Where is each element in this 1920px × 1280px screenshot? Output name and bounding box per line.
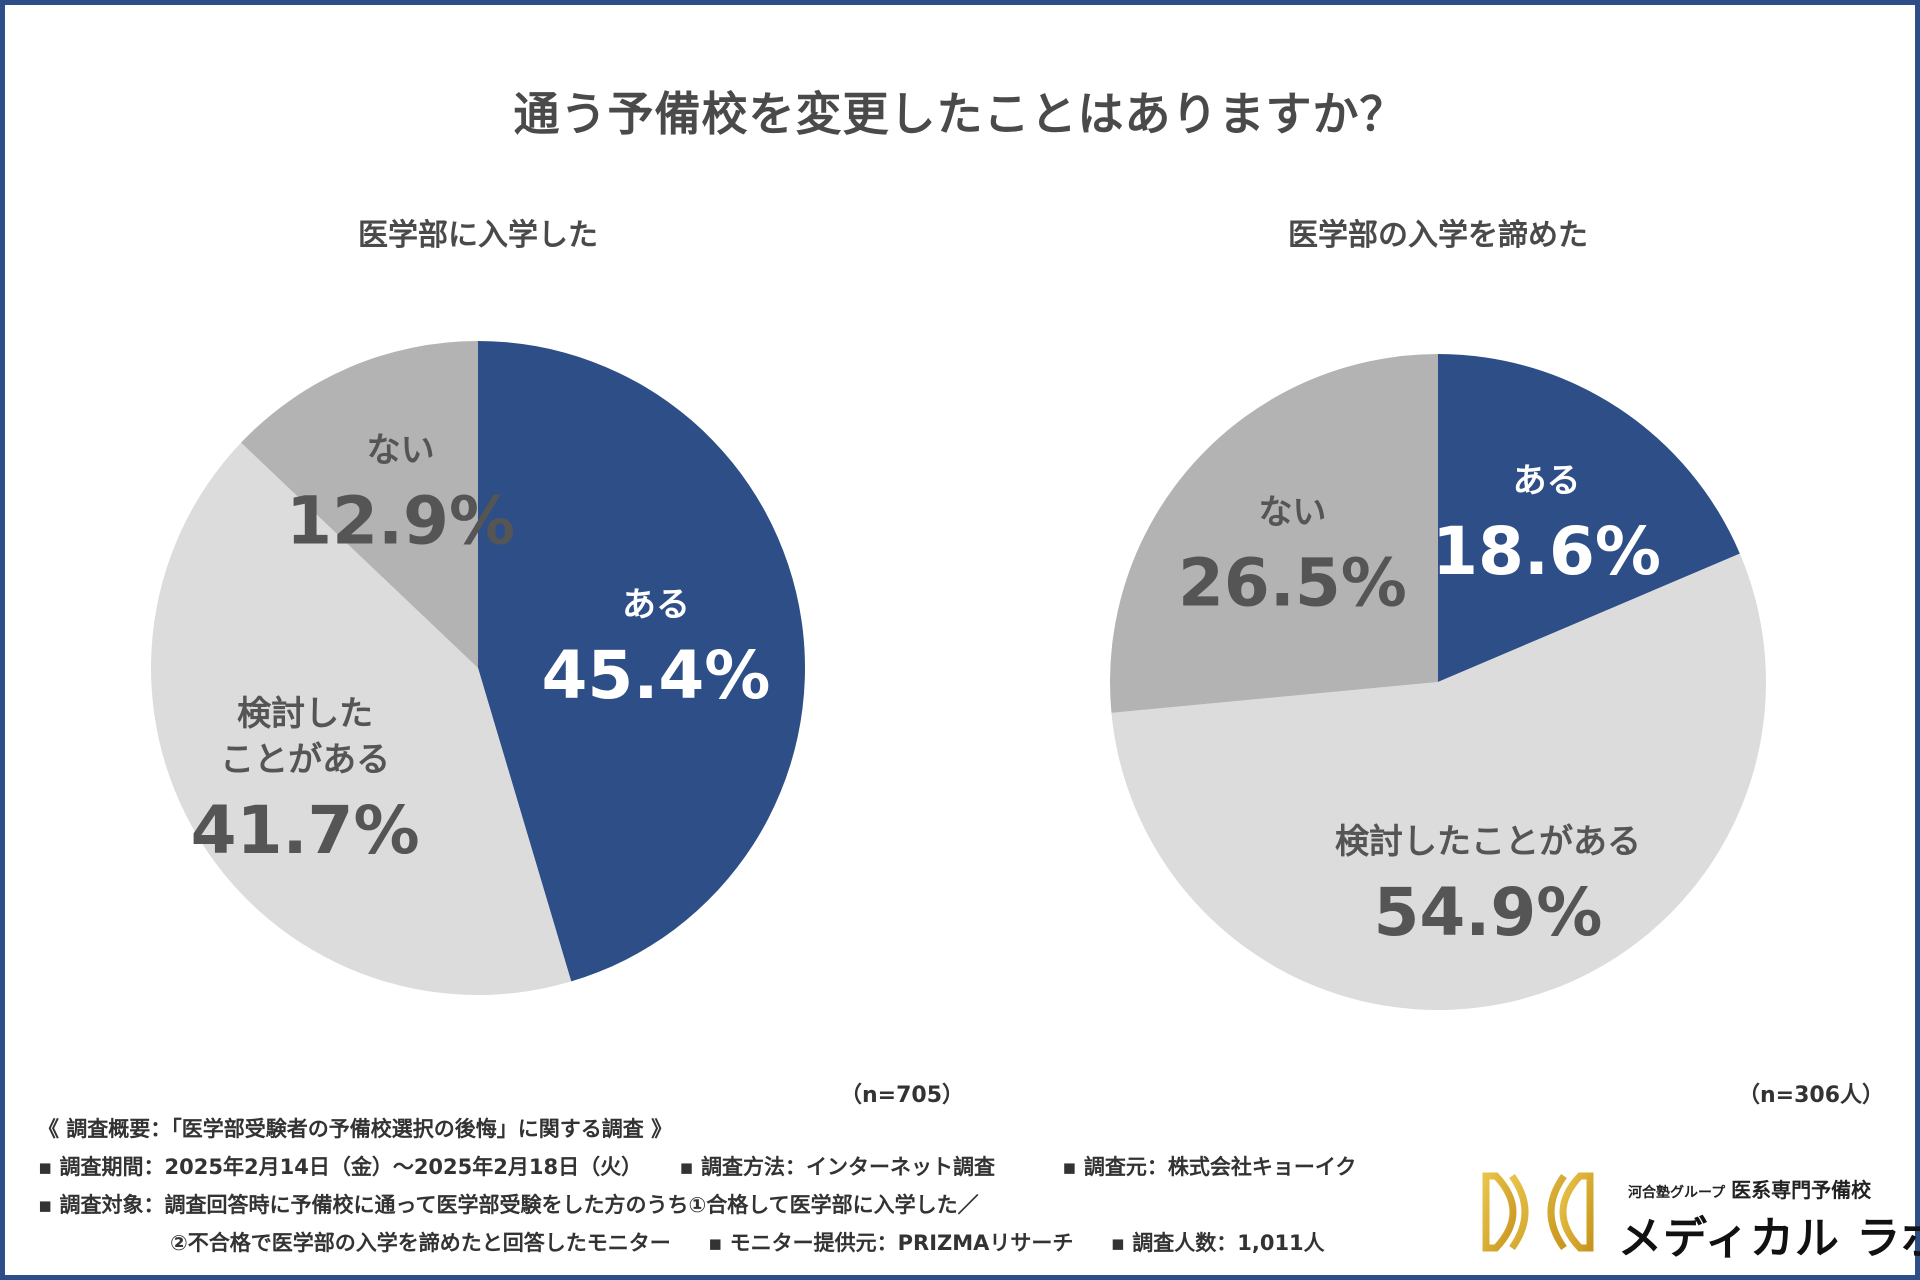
- note-method: ▪ 調査方法：インターネット調査: [679, 1155, 995, 1179]
- note-target-2: ②不合格で医学部の入学を諦めたと回答したモニター: [170, 1231, 671, 1255]
- logo-group: 河合塾グループ: [1628, 1185, 1726, 1201]
- pie-right-slice-0: [1438, 354, 1740, 682]
- note-overview: 《 調査概要：「医学部受験者の予備校選択の後悔」に関する調査 》: [38, 1117, 673, 1141]
- logo-name: メディカル ラボ: [1618, 1213, 1920, 1264]
- note-period: ▪ 調査期間：2025年2月14日（金）〜2025年2月18日（火）: [38, 1155, 643, 1179]
- sample-size-left: （n=705）: [840, 1083, 965, 1108]
- pie-right-slice-1-name: 検討したことがある: [1335, 822, 1641, 862]
- brand-logo: 河合塾グループ 医系専門予備校 メディカル ラボ: [1478, 1168, 1920, 1264]
- pie-left-slice-2-value: 12.9%: [286, 483, 515, 560]
- pie-left-slice-0-value: 45.4%: [541, 637, 770, 714]
- pie-left-slice-2-name: ない: [367, 431, 435, 471]
- logo-mark-icon: [1482, 1172, 1594, 1252]
- note-target-1: ▪ 調査対象：調査回答時に予備校に通って医学部受験をした方のうち①合格して医学部…: [38, 1193, 979, 1217]
- pie-left-slice-1-name-0: 検討した: [237, 694, 373, 734]
- note-row-3: ②不合格で医学部の入学を諦めたと回答したモニター ▪ モニター提供元：PRIZM…: [38, 1224, 1438, 1262]
- pie-right-slice-0-name: ある: [1513, 461, 1581, 501]
- pie-left-slice-1-value: 41.7%: [191, 792, 420, 869]
- pie-left-slice-1-name-1: ことがある: [220, 740, 390, 780]
- pie-right-slice-0-value: 18.6%: [1432, 513, 1661, 590]
- note-row-1: ▪ 調査期間：2025年2月14日（金）〜2025年2月18日（火） ▪ 調査方…: [38, 1148, 1438, 1186]
- pie-left-slice-0: [478, 341, 806, 982]
- pie-right-slice-2-name: ない: [1258, 493, 1326, 533]
- pie-right-slice-2-value: 26.5%: [1178, 545, 1407, 622]
- pie-right-slice-2: [1110, 354, 1438, 713]
- pie-left-slice-1: [150, 442, 572, 995]
- chart-title-left: 医学部に入学した: [358, 218, 598, 253]
- logo-group-line: 河合塾グループ 医系専門予備校: [1628, 1174, 1871, 1203]
- note-provider: ▪ モニター提供元：PRIZMAリサーチ: [708, 1231, 1074, 1255]
- pie-right-slice-1: [1111, 553, 1766, 1011]
- pie-left-slice-2: [241, 341, 478, 668]
- pie-right-slice-1-value: 54.9%: [1373, 874, 1602, 951]
- pie-left-slice-0-name: ある: [622, 585, 690, 625]
- page-title: 通う予備校を変更したことはありますか？: [513, 87, 1407, 141]
- note-count: ▪ 調査人数：1,011人: [1110, 1231, 1325, 1255]
- sample-size-right: （n=306人）: [1738, 1083, 1885, 1108]
- chart-title-right: 医学部の入学を諦めた: [1288, 218, 1588, 253]
- survey-notes: 《 調査概要：「医学部受験者の予備校選択の後悔」に関する調査 》 ▪ 調査期間：…: [38, 1110, 1438, 1262]
- logo-tagline: 医系専門予備校: [1731, 1178, 1872, 1202]
- note-source: ▪ 調査元：株式会社キョーイク: [1062, 1155, 1357, 1179]
